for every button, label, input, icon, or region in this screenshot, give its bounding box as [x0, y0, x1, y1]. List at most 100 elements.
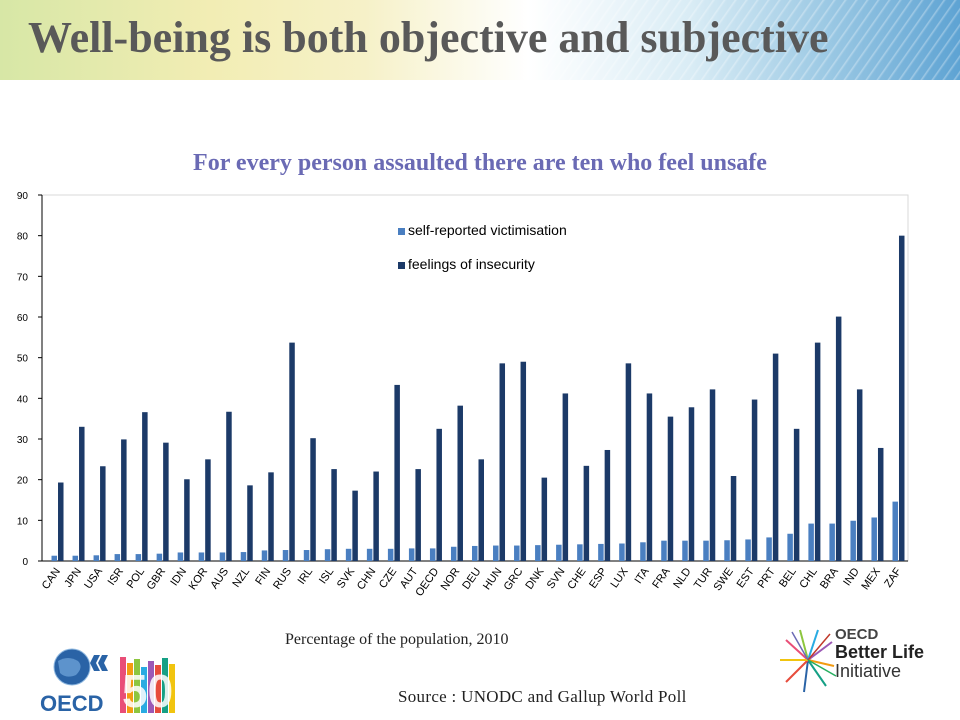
bar-insecurity	[226, 412, 232, 561]
y-tick-label: 70	[17, 272, 29, 283]
bar-victimisation	[241, 552, 247, 561]
x-tick-label: SWE	[712, 566, 736, 593]
bar-victimisation	[850, 521, 856, 561]
bar-victimisation	[220, 552, 226, 561]
x-tick-label: AUS	[208, 566, 231, 591]
bar-victimisation	[262, 550, 268, 561]
bar-victimisation	[703, 541, 709, 561]
bar-victimisation	[787, 534, 793, 561]
x-tick-label: ZAF	[882, 566, 904, 590]
bar-insecurity	[836, 317, 842, 561]
x-tick-label: RUS	[271, 566, 294, 592]
bar-insecurity	[184, 479, 190, 561]
bar-victimisation	[325, 549, 331, 561]
bar-insecurity	[479, 459, 485, 561]
y-tick-label: 10	[17, 516, 29, 527]
bar-victimisation	[157, 554, 163, 561]
legend-label: self-reported victimisation	[408, 222, 567, 238]
bar-victimisation	[598, 544, 604, 561]
bar-insecurity	[289, 343, 295, 561]
bar-insecurity	[899, 236, 905, 561]
bar-victimisation	[73, 556, 79, 561]
bar-insecurity	[668, 417, 674, 561]
bar-insecurity	[731, 476, 737, 561]
x-tick-label: ISL	[317, 566, 336, 586]
x-tick-label: NLD	[671, 566, 693, 591]
bar-victimisation	[829, 524, 835, 561]
bar-insecurity	[584, 466, 590, 561]
source-note: Source : UNODC and Gallup World Poll	[398, 687, 687, 707]
bar-victimisation	[430, 548, 436, 561]
oecd-logo: OECD	[38, 645, 118, 715]
x-tick-label: CZE	[377, 566, 399, 591]
chart-title: For every person assaulted there are ten…	[0, 150, 960, 177]
bar-insecurity	[773, 354, 779, 561]
bar-victimisation	[94, 555, 100, 561]
bar-victimisation	[115, 554, 121, 561]
bar-insecurity	[647, 393, 653, 561]
bar-insecurity	[415, 469, 421, 561]
y-tick-label: 90	[17, 191, 29, 202]
x-tick-label: CAN	[40, 566, 63, 592]
bar-insecurity	[794, 429, 800, 561]
x-tick-label: BEL	[777, 566, 799, 590]
bar-insecurity	[436, 429, 442, 561]
x-tick-label: FRA	[650, 565, 673, 590]
bar-victimisation	[556, 545, 562, 561]
x-tick-label: ESP	[587, 566, 609, 591]
bar-victimisation	[808, 524, 814, 561]
x-tick-label: ISR	[106, 566, 126, 588]
x-tick-label: NZL	[230, 566, 252, 590]
bar-insecurity	[563, 393, 569, 561]
x-tick-label: DEU	[460, 566, 483, 592]
x-tick-label: HUN	[481, 566, 505, 592]
x-tick-label: KOR	[187, 566, 211, 592]
bar-insecurity	[121, 439, 127, 561]
oecd-logo-text: OECD	[40, 691, 104, 715]
bar-victimisation	[367, 549, 373, 561]
bli-line1: OECD	[835, 627, 924, 643]
bar-victimisation	[472, 546, 478, 561]
y-tick-label: 50	[17, 354, 29, 365]
better-life-text: OECD Better Life Initiative	[835, 627, 924, 681]
bar-victimisation	[178, 552, 184, 561]
bar-insecurity	[142, 412, 148, 561]
x-tick-label: USA	[82, 565, 105, 591]
x-tick-label: IRL	[296, 566, 316, 587]
x-tick-label: CHE	[565, 566, 588, 592]
x-tick-label: JPN	[62, 566, 84, 590]
bar-victimisation	[136, 554, 142, 561]
bli-line3: Initiative	[835, 662, 924, 681]
bar-victimisation	[535, 545, 541, 561]
bar-victimisation	[577, 544, 583, 561]
y-tick-label: 0	[22, 557, 28, 568]
bar-insecurity	[58, 483, 64, 561]
oecd-50-logo: 50	[118, 655, 184, 715]
x-tick-label: DNK	[523, 565, 547, 591]
bar-insecurity	[542, 478, 548, 561]
y-tick-label: 40	[17, 394, 29, 405]
bar-victimisation	[199, 552, 205, 561]
bar-insecurity	[394, 385, 400, 561]
bar-insecurity	[815, 343, 821, 561]
bar-insecurity	[310, 438, 316, 561]
bar-victimisation	[745, 539, 751, 561]
bar-insecurity	[373, 472, 379, 561]
chart-subtitle: Percentage of the population, 2010	[285, 631, 509, 649]
bli-line2: Better Life	[835, 643, 924, 662]
bar-insecurity	[605, 450, 611, 561]
bar-victimisation	[661, 541, 667, 561]
bar-victimisation	[493, 546, 499, 561]
x-tick-label: MEX	[859, 565, 883, 592]
bar-insecurity	[878, 448, 884, 561]
bar-victimisation	[409, 548, 415, 561]
x-tick-label: CHL	[797, 566, 819, 591]
bar-victimisation	[451, 547, 457, 561]
bar-victimisation	[766, 537, 772, 561]
bar-victimisation	[514, 546, 520, 561]
y-tick-label: 80	[17, 232, 29, 243]
bar-victimisation	[682, 541, 688, 561]
x-tick-label: EST	[735, 566, 757, 591]
legend-swatch	[398, 228, 405, 235]
x-tick-label: SVN	[545, 566, 568, 591]
